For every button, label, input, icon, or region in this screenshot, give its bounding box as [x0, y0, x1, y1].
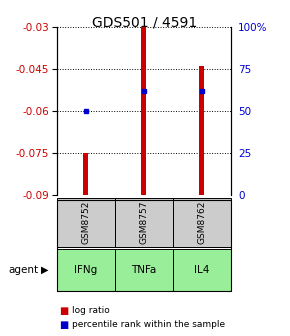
- Text: ■: ■: [59, 320, 69, 330]
- Bar: [141, 27, 146, 195]
- Text: ▶: ▶: [41, 265, 49, 275]
- Text: IFNg: IFNg: [74, 265, 97, 275]
- Text: ■: ■: [59, 306, 69, 316]
- Text: agent: agent: [9, 265, 39, 275]
- Text: GSM8752: GSM8752: [81, 201, 90, 244]
- Text: IL4: IL4: [194, 265, 209, 275]
- Text: percentile rank within the sample: percentile rank within the sample: [72, 321, 226, 329]
- Text: TNFa: TNFa: [131, 265, 156, 275]
- Text: GDS501 / 4591: GDS501 / 4591: [93, 15, 197, 29]
- Text: GSM8762: GSM8762: [197, 201, 206, 244]
- Bar: [83, 153, 88, 195]
- Text: GSM8757: GSM8757: [139, 201, 148, 244]
- Bar: [199, 66, 204, 195]
- Text: log ratio: log ratio: [72, 306, 110, 315]
